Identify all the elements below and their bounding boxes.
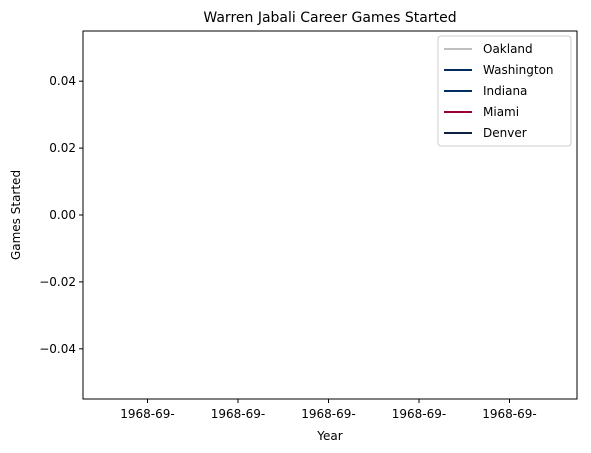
legend-box	[437, 35, 572, 147]
x-tick-label: 1968-69-	[301, 407, 355, 421]
x-tick-label: 1968-69-	[392, 407, 446, 421]
x-tick-label: 1968-69-	[120, 407, 174, 421]
y-tick-label: 0.04	[49, 74, 76, 88]
x-tick-label: 1968-69-	[482, 407, 536, 421]
legend-label: Miami	[483, 105, 519, 119]
legend-label: Denver	[483, 126, 527, 140]
legend-label: Oakland	[483, 42, 533, 56]
y-tick-label: 0.02	[49, 141, 76, 155]
legend-label: Washington	[483, 63, 554, 77]
y-tick-label: −0.04	[39, 342, 76, 356]
y-axis: 0.04 0.02 0.00 −0.02 −0.04	[39, 74, 83, 356]
y-tick-label: −0.02	[39, 275, 76, 289]
legend-label: Indiana	[483, 84, 527, 98]
x-axis: 1968-69- 1968-69- 1968-69- 1968-69- 1968-69-	[120, 399, 537, 421]
x-axis-label: Year	[316, 429, 342, 443]
y-axis-label: Games Started	[9, 170, 23, 260]
legend: Oakland Washington Indiana Miami Denver	[437, 35, 572, 147]
chart-title: Warren Jabali Career Games Started	[203, 10, 456, 26]
x-tick-label: 1968-69-	[211, 407, 265, 421]
y-tick-label: 0.00	[49, 208, 76, 222]
